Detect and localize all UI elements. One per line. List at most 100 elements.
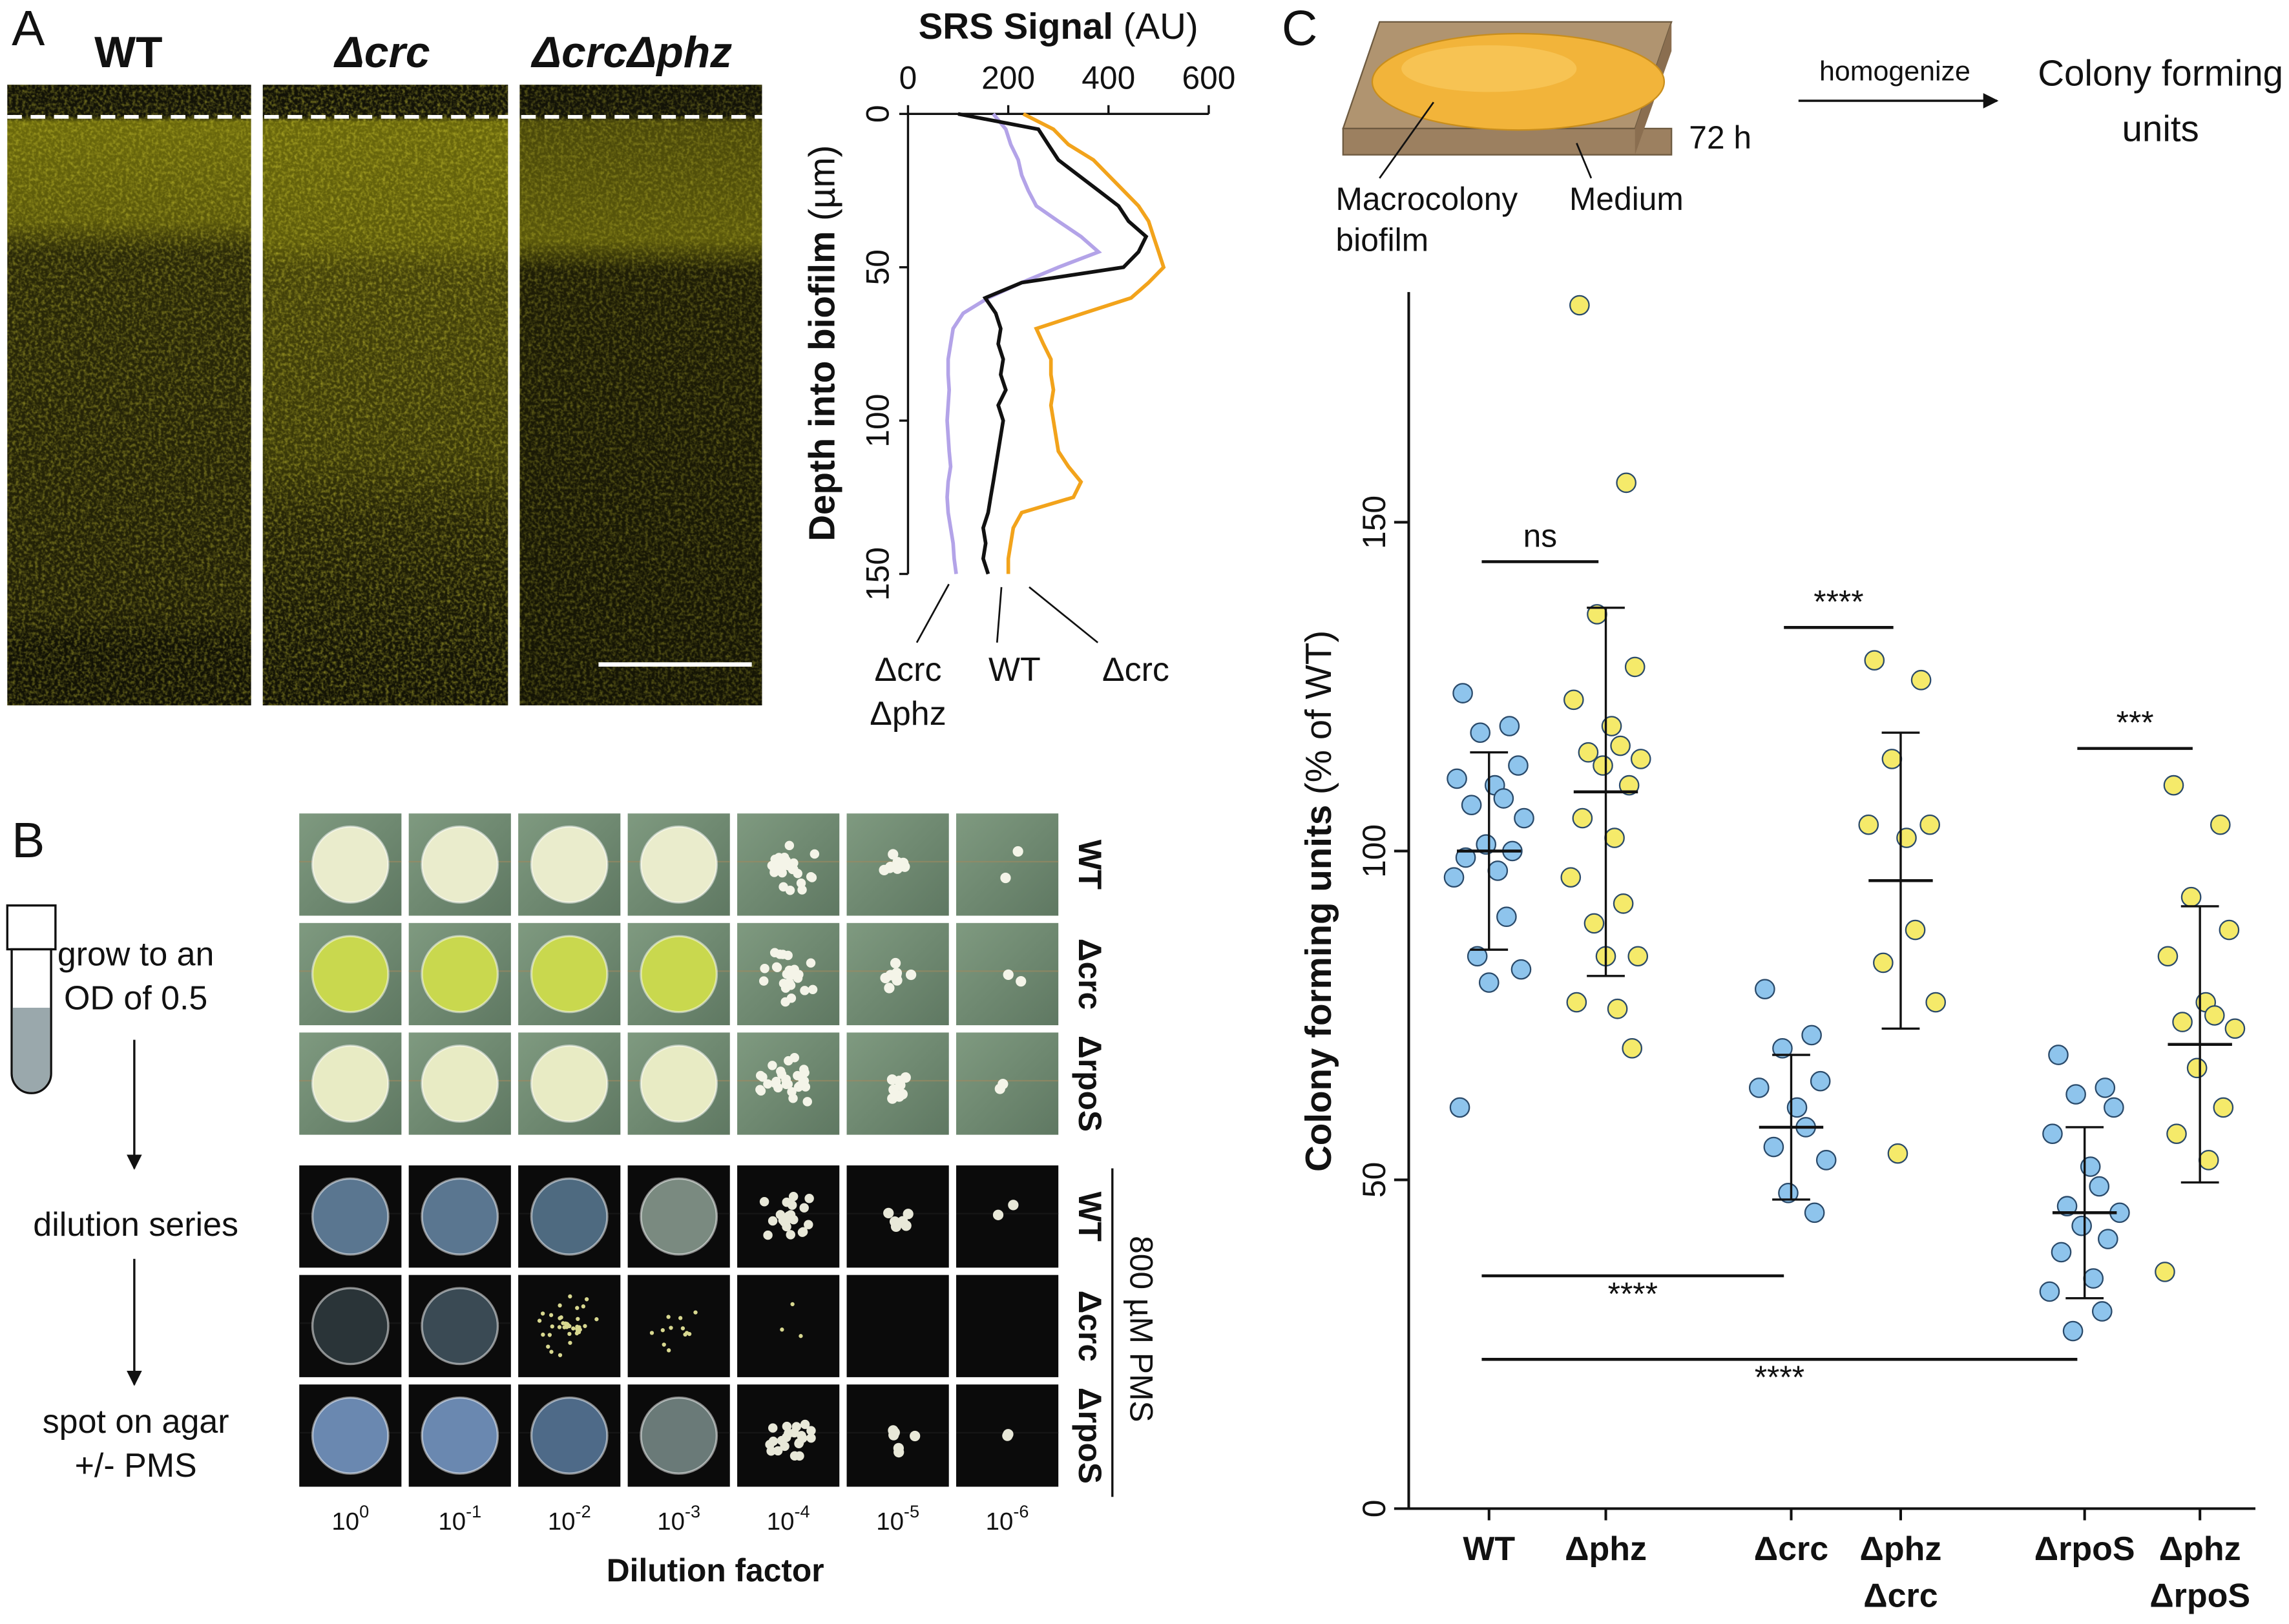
spot	[311, 1287, 390, 1366]
x-tick-label: 0	[899, 59, 917, 96]
colony	[893, 1442, 904, 1454]
dilution-label: 10-6	[986, 1501, 1029, 1536]
colony	[806, 1433, 816, 1443]
colony	[795, 1081, 804, 1091]
data-point	[2224, 1018, 2246, 1039]
colony	[547, 1333, 552, 1337]
colony	[888, 1425, 899, 1436]
data-point	[1499, 716, 1520, 736]
data-point	[1624, 656, 1646, 678]
data-point	[1864, 650, 1885, 671]
data-point	[2089, 1176, 2110, 1197]
tube-liquid	[12, 1007, 50, 1092]
condition-label: 800 µM PMS	[1123, 1236, 1159, 1422]
colony-highlight	[1401, 45, 1577, 92]
data-point	[1610, 735, 1631, 756]
colony	[766, 1446, 776, 1456]
colony	[1012, 846, 1023, 857]
title-text: SRS Signal	[919, 6, 1113, 47]
colony	[786, 1230, 795, 1240]
image-label: Δcrc	[333, 28, 430, 77]
colony	[558, 1303, 562, 1307]
colony	[783, 1079, 793, 1089]
spot	[530, 1177, 609, 1256]
data-point	[2155, 1262, 2175, 1282]
row-label: ΔrpoS	[1072, 1388, 1108, 1484]
data-point	[1627, 946, 1649, 967]
colony	[575, 1327, 580, 1331]
data-point	[1508, 755, 1529, 776]
data-point	[1452, 683, 1473, 703]
colony	[549, 1349, 554, 1354]
colony	[563, 1321, 568, 1326]
data-point	[1563, 689, 1584, 711]
colony	[781, 860, 791, 870]
colony	[693, 1310, 698, 1315]
dilution-label: 10-3	[657, 1501, 700, 1536]
colony	[758, 976, 769, 986]
series-line	[1006, 112, 1166, 574]
texture	[262, 85, 508, 705]
spot	[640, 825, 718, 904]
spot	[530, 935, 609, 1014]
data-point	[1858, 814, 1879, 835]
leader	[996, 587, 1003, 643]
dilution-exponent: -6	[1013, 1501, 1029, 1521]
data-point	[1763, 1136, 1784, 1158]
data-point	[2065, 1084, 2086, 1105]
colony	[797, 1227, 808, 1237]
protocol-step: dilution series	[33, 1206, 238, 1244]
series-line	[957, 112, 1149, 575]
dilution-exponent: -5	[904, 1501, 919, 1521]
dilution-base: 10	[767, 1508, 795, 1536]
data-point	[1593, 755, 1613, 776]
data-point	[2204, 1005, 2225, 1026]
colony	[584, 1297, 589, 1302]
colony	[557, 1325, 562, 1329]
colony	[662, 1342, 666, 1347]
data-point	[1510, 959, 1532, 980]
colony	[581, 1304, 586, 1309]
data-point	[1618, 775, 1640, 796]
colony	[559, 1315, 563, 1320]
y-label-text: Colony forming units	[1298, 805, 1339, 1172]
colony	[784, 977, 795, 988]
colony	[787, 1200, 797, 1210]
colony	[583, 1324, 587, 1328]
significance-label: ns	[1523, 517, 1558, 554]
x-axis-label: Dilution factor	[607, 1552, 824, 1588]
colony	[763, 1230, 773, 1240]
spot	[421, 1396, 499, 1475]
data-point	[2062, 1320, 2084, 1342]
data-point	[1560, 867, 1582, 888]
dilution-exponent: 0	[359, 1501, 369, 1521]
colony	[763, 1079, 773, 1089]
colony	[594, 1317, 599, 1322]
spot	[421, 1177, 499, 1256]
colony	[887, 1093, 898, 1104]
colony	[897, 1216, 908, 1227]
panel-label: A	[12, 1, 45, 56]
image-label: ΔcrcΔphz	[530, 28, 733, 77]
colony	[576, 1317, 580, 1321]
y-label-text: Depth into biofilm	[802, 231, 842, 541]
colony	[905, 969, 917, 981]
colony	[775, 1210, 786, 1220]
leader	[1379, 101, 1434, 179]
colony	[784, 840, 795, 851]
colony	[810, 849, 820, 859]
data-point	[1887, 1143, 1908, 1164]
plate-cell	[956, 1275, 1059, 1377]
leader	[1029, 586, 1099, 643]
colony	[771, 962, 782, 972]
data-point	[1754, 979, 1775, 1000]
data-point	[2039, 1281, 2060, 1302]
colony	[550, 1324, 554, 1329]
colony	[1000, 872, 1011, 884]
row-label: ΔrpoS	[1072, 1036, 1108, 1132]
chart-title: SRS Signal (AU)	[919, 6, 1198, 47]
colony	[892, 975, 903, 986]
spot	[421, 1045, 499, 1123]
data-point	[1925, 992, 1947, 1013]
data-point	[1613, 893, 1634, 914]
